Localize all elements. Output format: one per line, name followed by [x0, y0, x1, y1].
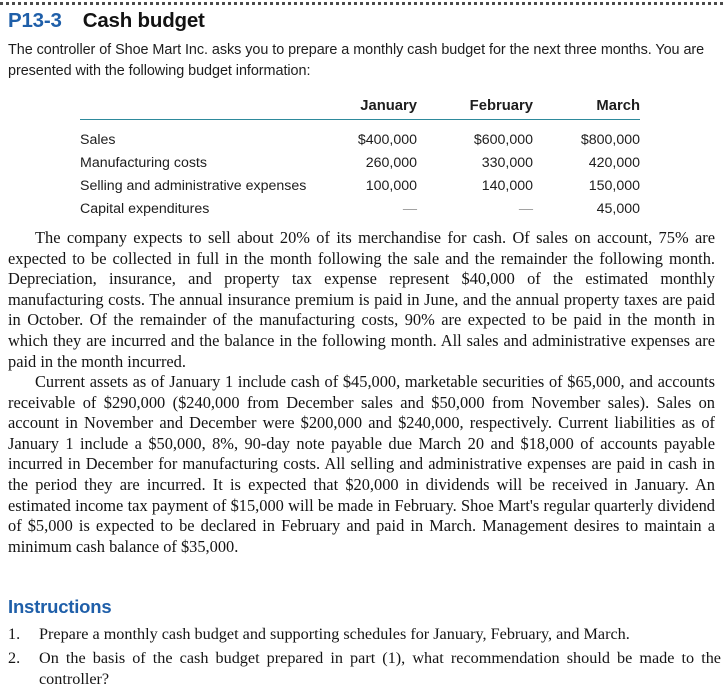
cell-manufacturing-costs-january: 260,000 — [365, 155, 417, 171]
budget-information-table: January February March Sales $400,000 $6… — [0, 98, 723, 217]
cell-sales-march: $800,000 — [580, 132, 640, 148]
list-item: 2. On the basis of the cash budget prepa… — [8, 648, 721, 691]
list-item-number: 1. — [8, 625, 21, 643]
table-row: Capital expenditures — — 45,000 — [0, 194, 723, 217]
table-spacer-right — [640, 98, 723, 120]
row-gutter-right — [640, 194, 723, 217]
body-paragraph-2: Current assets as of January 1 include c… — [8, 372, 715, 556]
row-label-sales: Sales — [80, 132, 116, 148]
row-gutter — [0, 194, 80, 217]
cell-capital-expenditures-january: — — [402, 201, 417, 217]
cell-manufacturing-costs-february: 330,000 — [481, 155, 533, 171]
body-paragraph-1-wrapper: The company expects to sell about 20% of… — [8, 228, 715, 372]
body-paragraph-2-wrapper: Current assets as of January 1 include c… — [8, 372, 715, 557]
list-item: 1. Prepare a monthly cash budget and sup… — [8, 624, 721, 646]
row-label-capital-expenditures: Capital expenditures — [80, 201, 210, 217]
row-label-selling-admin-expenses: Selling and administrative expenses — [80, 178, 307, 194]
row-gutter — [0, 120, 80, 149]
cell-capital-expenditures-march: 45,000 — [596, 201, 640, 217]
column-header-blank — [80, 98, 309, 120]
top-divider-rule — [0, 2, 723, 5]
cell-selling-admin-february: 140,000 — [481, 178, 533, 194]
table-body: Sales $400,000 $600,000 $800,000 Manufac… — [0, 120, 723, 217]
cell-selling-admin-january: 100,000 — [365, 178, 417, 194]
cell-sales-february: $600,000 — [473, 132, 533, 148]
list-item-text: Prepare a monthly cash budget and suppor… — [39, 625, 630, 643]
table-row: Sales $400,000 $600,000 $800,000 — [0, 120, 723, 149]
table-row: Manufacturing costs 260,000 330,000 420,… — [0, 148, 723, 171]
cell-selling-admin-march: 150,000 — [588, 178, 640, 194]
column-header-february: February — [417, 98, 533, 120]
intro-paragraph: The controller of Shoe Mart Inc. asks yo… — [8, 42, 705, 79]
page-title: Cash budget — [82, 9, 205, 32]
table-spacer-left — [0, 98, 80, 120]
row-gutter-right — [640, 120, 723, 149]
problem-code: P13-3 — [8, 9, 62, 32]
instructions-list: 1. Prepare a monthly cash budget and sup… — [8, 624, 721, 693]
row-label-manufacturing-costs: Manufacturing costs — [80, 155, 207, 171]
row-gutter-right — [640, 148, 723, 171]
row-gutter — [0, 171, 80, 194]
body-paragraph-1: The company expects to sell about 20% of… — [8, 228, 715, 371]
table-row: Selling and administrative expenses 100,… — [0, 171, 723, 194]
instructions-heading: Instructions — [8, 596, 112, 617]
row-gutter-right — [640, 171, 723, 194]
table-header-row: January February March — [0, 98, 723, 120]
list-item-text: On the basis of the cash budget prepared… — [39, 648, 721, 689]
problem-header: P13-3 Cash budget — [8, 9, 205, 33]
cell-manufacturing-costs-march: 420,000 — [588, 155, 640, 171]
column-header-january: January — [309, 98, 417, 120]
row-gutter — [0, 148, 80, 171]
table-header: January February March — [0, 98, 723, 120]
list-item-number: 2. — [8, 648, 21, 667]
cell-capital-expenditures-february: — — [518, 201, 533, 217]
cell-sales-january: $400,000 — [357, 132, 417, 148]
column-header-march: March — [533, 98, 640, 120]
